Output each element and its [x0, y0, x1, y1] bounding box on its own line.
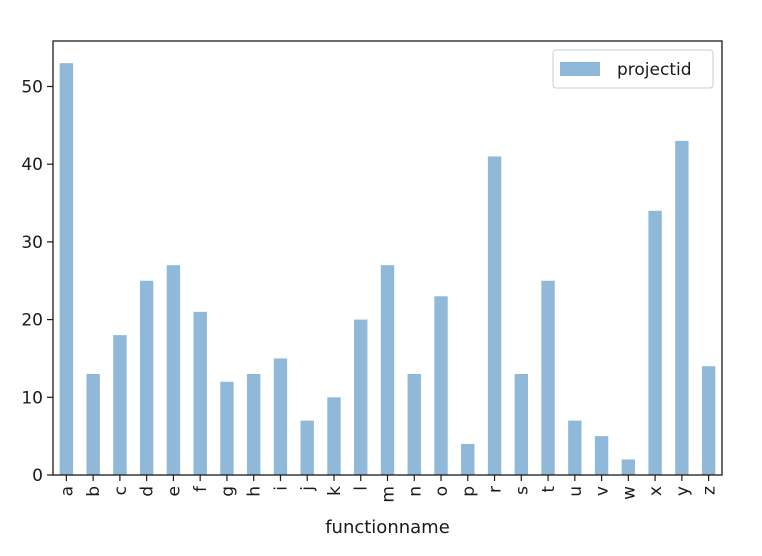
bar-w [621, 459, 636, 475]
bar-n [407, 373, 421, 475]
y-tick-label: 20 [21, 311, 43, 331]
bar-l [354, 319, 368, 475]
x-tick-label-v: v [593, 486, 613, 496]
bar-h [247, 373, 261, 475]
x-tick-label-d: d [138, 486, 158, 497]
x-tick-label-f: f [191, 485, 211, 492]
x-tick-label-k: k [325, 486, 345, 496]
bar-x [648, 210, 662, 475]
bar-k [327, 397, 341, 475]
x-tick-label-l: l [352, 486, 372, 491]
y-axis-ticks: 0 10 20 30 40 50 [21, 78, 53, 486]
x-tick-label-j: j [298, 486, 318, 492]
bar-t [541, 280, 555, 475]
bar-g [220, 381, 234, 475]
x-tick-label-p: p [459, 486, 479, 497]
x-tick-label-u: u [566, 486, 586, 497]
bar-y [675, 140, 689, 475]
bars-group [59, 63, 716, 475]
x-tick-label-n: n [405, 486, 425, 497]
x-tick-label-z: z [700, 486, 720, 495]
legend-box [552, 49, 714, 89]
x-tick-label-a: a [57, 486, 77, 496]
x-tick-label-w: w [619, 486, 639, 500]
bar-j [300, 420, 314, 475]
bar-b [86, 373, 100, 475]
x-tick-label-y: y [673, 486, 693, 496]
legend-swatch [560, 62, 600, 76]
bar-m [380, 265, 395, 475]
x-tick-label-e: e [164, 486, 184, 496]
y-tick-label: 40 [21, 155, 43, 175]
x-tick-label-g: g [218, 486, 238, 497]
x-tick-label-c: c [111, 486, 131, 495]
bar-u [568, 420, 582, 475]
x-tick-label-b: b [84, 486, 104, 497]
bar-a [59, 63, 74, 475]
legend: projectid [552, 49, 714, 89]
x-tick-label-o: o [432, 486, 452, 496]
x-tick-label-t: t [539, 486, 559, 493]
bar-z [701, 366, 716, 475]
x-tick-label-i: i [271, 486, 291, 491]
bar-s [514, 373, 528, 475]
bar-f [193, 311, 207, 475]
y-tick-label: 30 [21, 233, 43, 253]
x-tick-label-r: r [486, 486, 506, 493]
plot-frame [52, 40, 723, 476]
y-tick-label: 0 [32, 466, 43, 486]
bar-i [273, 358, 288, 475]
x-tick-label-x: x [646, 486, 666, 496]
bar-v [594, 436, 609, 475]
bar-e [166, 265, 181, 475]
bar-d [139, 280, 154, 475]
bar-r [487, 156, 502, 475]
bar-p [461, 443, 475, 475]
bar-o [434, 296, 448, 475]
x-tick-label-m: m [379, 486, 399, 503]
x-tick-label-s: s [512, 486, 532, 495]
y-tick-label: 10 [21, 388, 43, 408]
legend-label: projectid [617, 60, 692, 80]
x-tick-label-h: h [245, 486, 265, 497]
y-tick-label: 50 [21, 78, 43, 98]
bar-c [113, 335, 127, 475]
x-axis-title: functionname [325, 517, 450, 538]
